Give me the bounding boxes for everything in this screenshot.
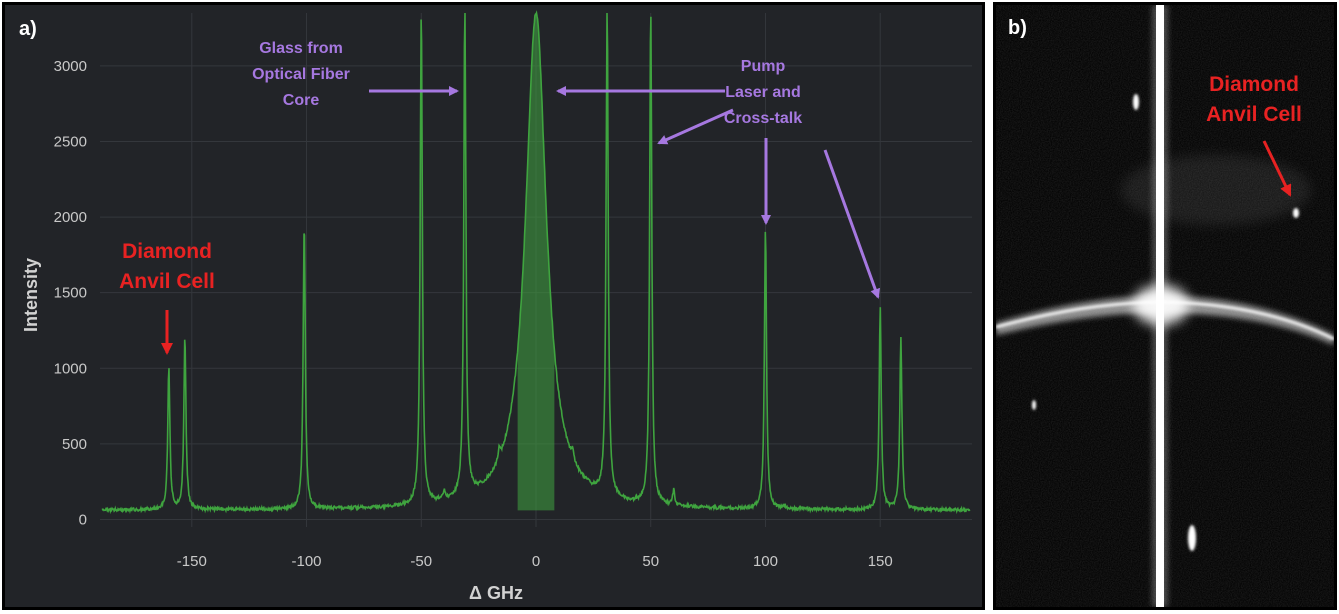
y-tick-label: 1000 [54, 360, 87, 377]
pump-annotation-line-1: Pump [741, 58, 786, 75]
y-tick-label: 0 [79, 511, 87, 528]
glass-annotation-line-1: Glass from [259, 40, 343, 57]
pump-annotation-line-2: Laser and [725, 84, 801, 101]
x-tick-label: 100 [753, 553, 778, 570]
spot-upper-left [1133, 94, 1139, 110]
y-tick-label: 2500 [54, 134, 87, 151]
x-tick-label: -100 [292, 553, 322, 570]
spot-lower-left [1032, 400, 1036, 410]
panel-b-diamond-line-1: Diamond [1209, 73, 1299, 96]
central-spot [1133, 285, 1189, 325]
diamond-annotation-line-2: Anvil Cell [119, 270, 215, 293]
camera-image-panel: b) Diamond Anvil Cell [993, 2, 1337, 610]
panel-b-diamond-line-2: Anvil Cell [1206, 103, 1302, 126]
panel-b-diamond-arrow [1262, 140, 1292, 197]
camera-image: b) Diamond Anvil Cell [996, 5, 1334, 607]
x-tick-label: 0 [532, 553, 540, 570]
y-tick-label: 2000 [54, 209, 87, 226]
x-axis-ticks: -150 -100 -50 0 50 100 150 [177, 553, 893, 570]
pump-annotation-line-3: Cross-talk [724, 110, 802, 127]
diamond-spot [1293, 208, 1299, 218]
y-tick-label: 3000 [54, 58, 87, 75]
central-peak-fill [517, 13, 555, 511]
y-tick-label: 500 [62, 436, 87, 453]
x-axis-title: Δ GHz [469, 583, 523, 603]
x-tick-label: -150 [177, 553, 207, 570]
panel-a-label: a) [19, 18, 37, 40]
pump-arrow-150 [823, 149, 880, 299]
diffuse-haze [1121, 155, 1311, 225]
spectrum-chart: -150 -100 -50 0 50 100 150 0 500 1000 1500 2000 250… [19, 10, 972, 603]
y-axis-title: Intensity [21, 258, 41, 332]
x-tick-label: -50 [410, 553, 432, 570]
horizontal-scatter-band [996, 295, 1334, 345]
x-tick-label: 150 [868, 553, 893, 570]
pump-arrow-50 [657, 108, 734, 145]
y-tick-label: 1500 [54, 285, 87, 302]
y-axis-ticks: 0 500 1000 1500 2000 2500 3000 [54, 58, 87, 529]
x-tick-label: 50 [642, 553, 659, 570]
glass-annotation-line-2: Optical Fiber [252, 66, 350, 83]
spot-bottom [1188, 525, 1196, 551]
panel-b-label: b) [1008, 17, 1027, 39]
diamond-annotation-line-1: Diamond [122, 240, 212, 263]
glass-annotation-line-3: Core [283, 92, 320, 109]
spectrum-panel: -150 -100 -50 0 50 100 150 0 500 1000 1500 2000 250… [2, 2, 985, 610]
spectrum-trace [101, 10, 971, 515]
